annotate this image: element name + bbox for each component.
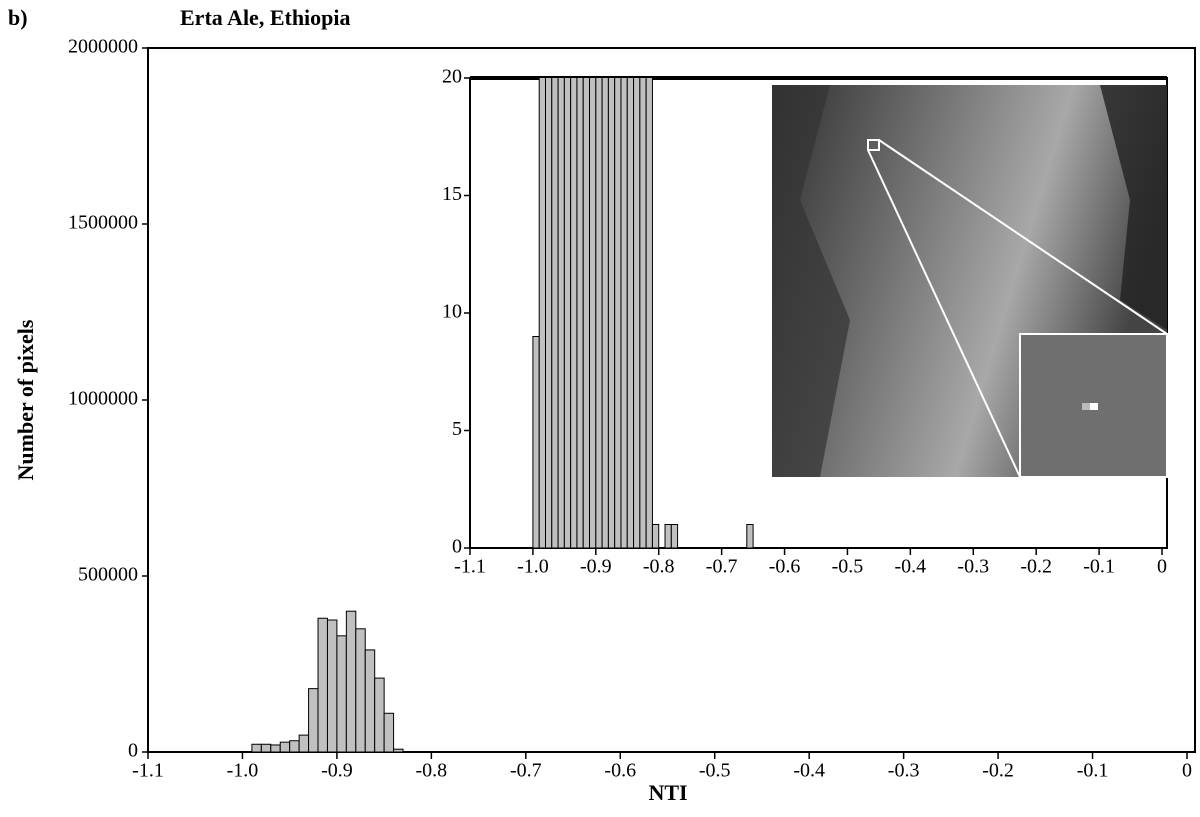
bar (532, 336, 540, 548)
bar (576, 78, 584, 548)
bar (582, 78, 591, 548)
panel-label: b) (8, 5, 28, 30)
bar (260, 743, 272, 753)
bar (336, 635, 347, 753)
bar (383, 712, 395, 753)
bar (557, 78, 565, 548)
bar (595, 78, 603, 548)
x-tick-label: -0.3 (957, 556, 989, 578)
x-tick-label: -0.4 (895, 556, 927, 578)
x-axis-label: NTI (648, 780, 687, 805)
x-tick-label: -0.1 (1077, 760, 1109, 782)
x-tick-label: -0.2 (1020, 556, 1052, 578)
x-tick-label: -1.1 (132, 760, 164, 782)
y-tick-label: 2000000 (68, 36, 138, 58)
bar (551, 78, 559, 548)
y-tick-label: 500000 (78, 564, 138, 586)
bar (355, 628, 366, 753)
y-tick-label: 1500000 (68, 212, 138, 234)
bar (279, 741, 291, 753)
x-tick-label: -0.1 (1083, 556, 1115, 578)
x-tick-label: 0 (1157, 556, 1167, 578)
x-tick-label: -0.4 (793, 760, 825, 782)
x-tick-label: -0.8 (416, 760, 448, 782)
bars (532, 78, 754, 548)
bar (289, 740, 300, 753)
y-tick-label: 0 (452, 536, 462, 558)
x-tick-label: -0.5 (832, 556, 864, 578)
y-tick-label: 20 (442, 66, 462, 88)
bar (645, 78, 653, 548)
y-axis-label: Number of pixels (13, 319, 38, 480)
bar (589, 78, 597, 548)
satellite-image (772, 85, 1168, 478)
y-tick-label: 5 (452, 418, 462, 440)
bar (626, 78, 635, 548)
bar (270, 744, 281, 753)
bar (639, 78, 647, 548)
bar (664, 524, 672, 548)
x-tick-label: -0.7 (706, 556, 738, 578)
bar (563, 78, 572, 548)
y-tick-label: 0 (128, 740, 138, 762)
bar (633, 78, 641, 548)
x-tick-label: -0.3 (888, 760, 920, 782)
bar (538, 78, 546, 548)
bar (345, 610, 357, 753)
x-tick-label: -0.6 (604, 760, 636, 782)
x-tick-label: -1.0 (517, 556, 549, 578)
bar (620, 78, 628, 548)
bar (607, 78, 616, 548)
bar (393, 748, 404, 753)
y-tick-label: 15 (442, 183, 462, 205)
bar (570, 78, 578, 548)
bar (251, 743, 262, 753)
bar (308, 688, 319, 753)
bar (651, 524, 660, 548)
bar (317, 617, 328, 753)
x-tick-label: 0 (1182, 760, 1192, 782)
bar (746, 524, 754, 548)
bar (298, 734, 310, 753)
x-tick-label: -0.9 (580, 556, 612, 578)
x-tick-label: -1.1 (454, 556, 486, 578)
y-tick-label: 10 (442, 301, 462, 323)
x-tick-label: -0.8 (643, 556, 675, 578)
bar (364, 649, 376, 753)
bar (544, 78, 553, 548)
x-tick-label: -0.5 (699, 760, 731, 782)
x-tick-label: -0.2 (982, 760, 1014, 782)
chart-title: Erta Ale, Ethiopia (180, 5, 351, 30)
bar (374, 677, 385, 753)
x-tick-label: -0.7 (510, 760, 542, 782)
y-tick-label: 1000000 (68, 388, 138, 410)
bar (601, 78, 609, 548)
bars (251, 610, 404, 753)
x-tick-label: -0.9 (321, 760, 353, 782)
bar (614, 78, 622, 548)
x-tick-label: -0.6 (769, 556, 801, 578)
bar (326, 619, 338, 753)
bar (670, 524, 679, 548)
x-tick-label: -1.0 (227, 760, 259, 782)
